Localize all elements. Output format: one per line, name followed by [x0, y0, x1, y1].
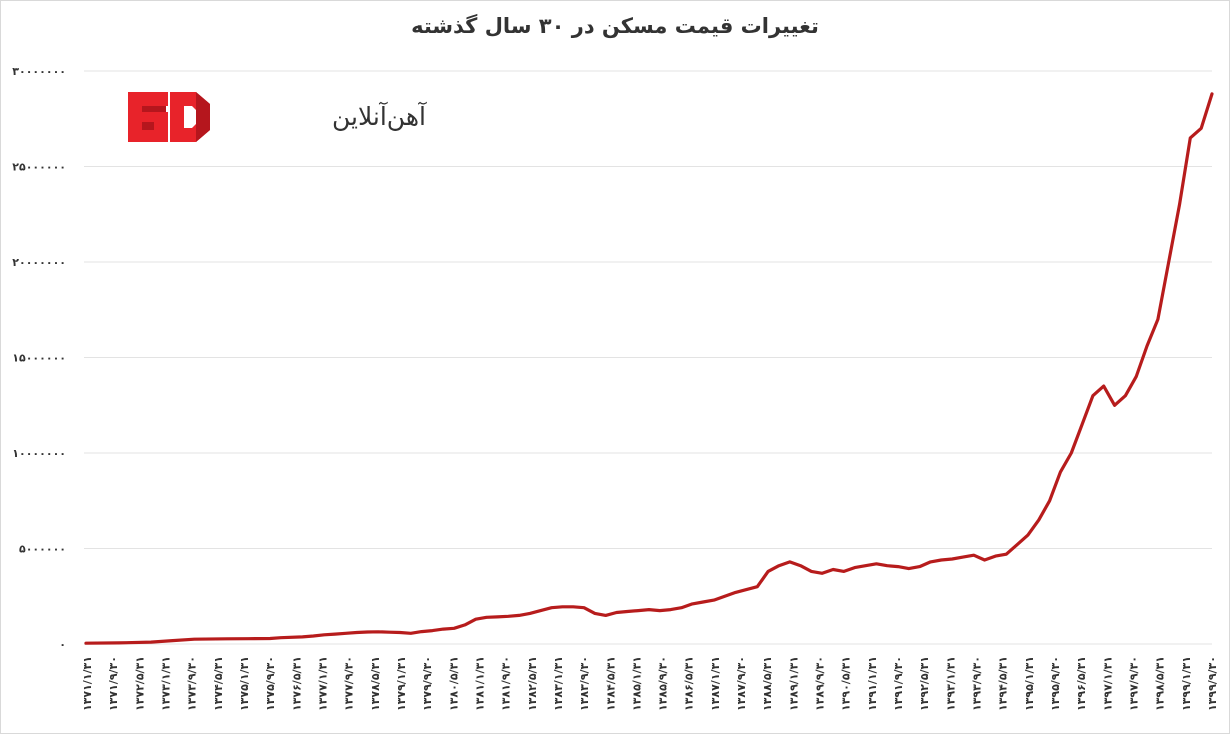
x-tick-label: ۱۳۷۱/۹/۳۰: [107, 656, 120, 711]
x-tick-label: ۱۳۸۸/۵/۳۱: [761, 656, 774, 711]
x-tick-label: ۱۳۷۲/۵/۳۱: [133, 656, 146, 711]
x-tick-label: ۱۳۸۲/۵/۳۱: [526, 656, 539, 711]
x-tick-label: ۱۳۹۲/۵/۳۱: [918, 656, 931, 711]
x-tick-label: ۱۳۸۷/۱/۳۱: [709, 656, 722, 711]
logo-a-shape: [128, 92, 168, 142]
x-tick-label: ۱۳۷۷/۱/۳۱: [316, 656, 329, 711]
x-tick-label: ۱۳۹۰/۵/۳۱: [840, 656, 853, 711]
y-tick-label: ۲۵۰۰۰۰۰۰: [12, 161, 66, 174]
grid-layer: [84, 70, 1212, 645]
y-tick-label: ۰: [59, 638, 66, 651]
x-tick-label: ۱۳۷۳/۹/۳۰: [186, 656, 199, 711]
x-tick-label: ۱۳۹۸/۵/۳۱: [1154, 656, 1167, 711]
series-line-housing-price: [84, 92, 1214, 645]
x-tick-label: ۱۳۸۰/۵/۳۱: [447, 656, 460, 711]
x-tick-label: ۱۳۹۷/۹/۳۰: [1128, 656, 1141, 711]
x-tick-label: ۱۳۸۳/۱/۳۱: [552, 656, 565, 711]
x-tick-label: ۱۳۷۵/۱/۳۱: [238, 656, 251, 711]
x-tick-label: ۱۳۹۷/۱/۳۱: [1101, 656, 1114, 711]
x-tick-label: ۱۳۹۴/۵/۳۱: [997, 656, 1010, 711]
x-tick-label: ۱۳۸۵/۱/۳۱: [630, 656, 643, 711]
y-tick-label: ۱۵۰۰۰۰۰۰: [12, 352, 66, 365]
x-tick-label: ۱۳۸۵/۹/۳۰: [657, 656, 670, 711]
x-tick-label: ۱۳۸۹/۹/۳۰: [814, 656, 827, 711]
y-tick-label: ۳۰۰۰۰۰۰۰: [12, 65, 66, 78]
y-axis-ticks: ۰ ۵۰۰۰۰۰۰ ۱۰۰۰۰۰۰۰ ۱۵۰۰۰۰۰۰ ۲۰۰۰۰۰۰۰ ۲۵۰۰۰۰۰۰…: [12, 65, 66, 651]
y-tick-label: ۱۰۰۰۰۰۰۰: [12, 447, 66, 460]
x-tick-label: ۱۳۹۱/۱/۳۱: [866, 656, 879, 711]
x-tick-label: ۱۳۹۹/۹/۳۰: [1206, 656, 1219, 711]
x-tick-label: ۱۳۸۱/۱/۳۱: [473, 656, 486, 711]
x-tick-label: ۱۳۹۹/۱/۳۱: [1180, 656, 1193, 711]
x-tick-label: ۱۳۷۵/۹/۳۰: [264, 656, 277, 711]
x-tick-label: ۱۳۹۵/۹/۳۰: [1049, 656, 1062, 711]
x-tick-label: ۱۳۷۷/۹/۳۰: [343, 656, 356, 711]
x-tick-label: ۱۳۹۵/۱/۳۱: [1023, 656, 1036, 711]
x-tick-label: ۱۳۹۱/۹/۳۰: [892, 656, 905, 711]
x-tick-label: ۱۳۹۶/۵/۳۱: [1075, 656, 1088, 711]
chart-title: تغییرات قیمت مسکن در ۳۰ سال گذشته: [411, 14, 819, 38]
brand-logo: [128, 92, 210, 142]
series-layer: [84, 92, 1214, 645]
x-tick-label: ۱۳۷۹/۹/۳۰: [421, 656, 434, 711]
x-tick-label: ۱۳۸۷/۹/۳۰: [735, 656, 748, 711]
x-tick-label: ۱۳۷۴/۵/۳۱: [212, 656, 225, 711]
y-tick-label: ۵۰۰۰۰۰۰: [19, 543, 66, 556]
x-tick-label: ۱۳۹۳/۱/۳۱: [944, 656, 957, 711]
x-tick-label: ۱۳۷۳/۱/۳۱: [159, 656, 172, 711]
x-tick-label: ۱۳۸۹/۱/۳۱: [787, 656, 800, 711]
logo-d-shade: [196, 92, 210, 142]
x-axis-ticks: ۱۳۷۱/۱/۳۱ ۱۳۷۱/۹/۳۰ ۱۳۷۲/۵/۳۱ ۱۳۷۳/۱/۳۱ ۱۳۷۳…: [81, 656, 1219, 711]
x-tick-label: ۱۳۷۱/۱/۳۱: [81, 656, 94, 711]
x-tick-label: ۱۳۹۳/۹/۳۰: [971, 656, 984, 711]
x-tick-label: ۱۳۷۶/۵/۳۱: [290, 656, 303, 711]
x-tick-label: ۱۳۸۳/۹/۳۰: [578, 656, 591, 711]
x-tick-label: ۱۳۸۴/۵/۳۱: [604, 656, 617, 711]
y-tick-label: ۲۰۰۰۰۰۰۰: [12, 256, 66, 269]
brand-name: آهن‌آنلاین: [332, 101, 427, 131]
x-tick-label: ۱۳۷۸/۵/۳۱: [369, 656, 382, 711]
x-tick-label: ۱۳۸۶/۵/۳۱: [683, 656, 696, 711]
x-tick-label: ۱۳۷۹/۱/۳۱: [395, 656, 408, 711]
x-tick-label: ۱۳۸۱/۹/۳۰: [500, 656, 513, 711]
